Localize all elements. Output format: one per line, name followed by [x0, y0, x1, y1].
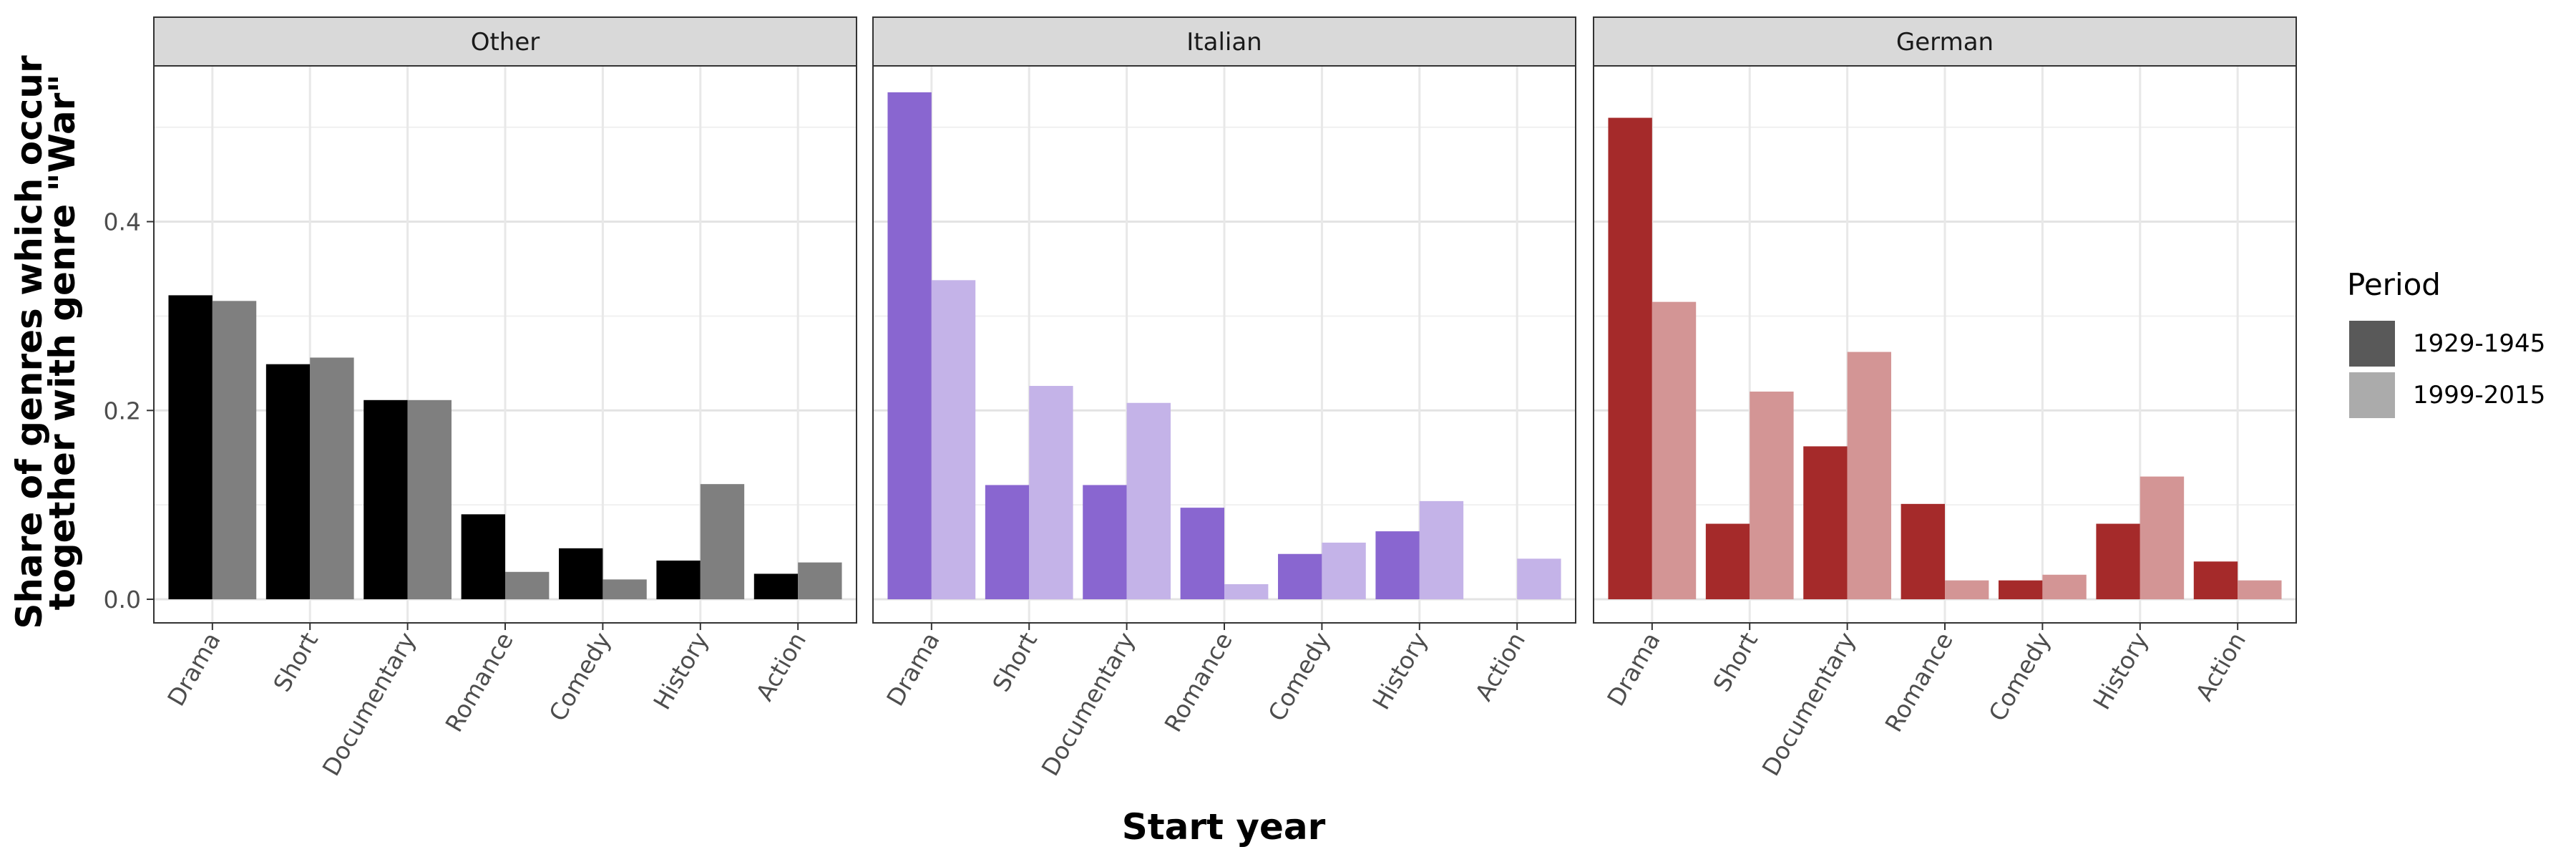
- legend-label-1929-1945: 1929-1945: [2413, 329, 2545, 358]
- bar-italian-romance-1999-2015: [1224, 583, 1269, 600]
- bar-italian-action-1999-2015: [1517, 558, 1561, 600]
- bar-german-action-1999-2015: [2238, 580, 2282, 600]
- strip-label-german: German: [1896, 28, 1994, 57]
- y-axis-title-line-1: Share of genres which occur: [9, 55, 50, 629]
- bar-german-romance-1929-1945: [1901, 503, 1945, 600]
- bar-german-history-1999-2015: [2140, 476, 2185, 600]
- bar-german-romance-1999-2015: [1945, 580, 1989, 600]
- bar-german-action-1929-1945: [2193, 561, 2238, 600]
- y-axis-title-line-2: together with genre "War": [42, 74, 83, 611]
- bar-italian-comedy-1999-2015: [1322, 542, 1366, 600]
- bar-german-comedy-1999-2015: [2042, 574, 2087, 600]
- legend: Period 1929-1945 1999-2015: [2347, 267, 2545, 418]
- bar-other-documentary-1999-2015: [407, 399, 452, 600]
- legend-title: Period: [2347, 267, 2441, 302]
- x-axis-title: Start year: [1122, 806, 1326, 848]
- bar-other-drama-1999-2015: [212, 301, 257, 600]
- bar-german-short-1929-1945: [1705, 523, 1750, 600]
- y-axis-title: Share of genres which occur together wit…: [9, 55, 83, 629]
- bar-german-short-1999-2015: [1750, 391, 1794, 600]
- legend-swatch-1999-2015: [2349, 372, 2395, 418]
- bar-other-comedy-1929-1945: [559, 548, 603, 600]
- bar-italian-short-1999-2015: [1029, 386, 1073, 600]
- bar-other-short-1929-1945: [265, 364, 311, 600]
- bar-german-comedy-1929-1945: [1999, 580, 2043, 600]
- bar-other-comedy-1999-2015: [602, 579, 647, 600]
- bar-german-drama-1999-2015: [1652, 301, 1697, 600]
- legend-swatch-1929-1945: [2349, 321, 2395, 367]
- y-axis: 0.0 0.2 0.4: [104, 208, 154, 614]
- bar-other-action-1999-2015: [798, 562, 842, 600]
- strip-german: [1593, 16, 2297, 67]
- strip-other: [153, 16, 857, 67]
- bar-italian-drama-1929-1945: [887, 92, 932, 600]
- legend-label-1999-2015: 1999-2015: [2413, 381, 2545, 410]
- bar-italian-drama-1999-2015: [931, 280, 976, 600]
- bar-italian-romance-1929-1945: [1180, 508, 1224, 600]
- y-tick-label: 0.4: [104, 208, 141, 236]
- bar-italian-history-1999-2015: [1419, 500, 1464, 600]
- bar-italian-documentary-1929-1945: [1083, 485, 1127, 600]
- bar-italian-short-1929-1945: [985, 485, 1030, 600]
- strip-label-italian: Italian: [1186, 28, 1262, 57]
- y-tick-label: 0.2: [104, 397, 141, 425]
- bar-other-drama-1929-1945: [168, 295, 213, 600]
- bar-other-romance-1999-2015: [505, 571, 550, 600]
- bar-other-history-1999-2015: [700, 484, 745, 600]
- y-tick-label: 0.0: [104, 586, 141, 614]
- strip-label-other: Other: [471, 28, 540, 57]
- bar-other-romance-1929-1945: [461, 514, 505, 600]
- bar-italian-documentary-1999-2015: [1126, 402, 1171, 600]
- bar-other-history-1929-1945: [656, 560, 701, 600]
- bar-other-documentary-1929-1945: [364, 399, 408, 600]
- strip-italian: [872, 16, 1576, 67]
- bar-other-short-1999-2015: [310, 357, 354, 600]
- bar-german-documentary-1929-1945: [1803, 446, 1848, 600]
- bar-german-history-1929-1945: [2096, 523, 2140, 600]
- bar-italian-comedy-1929-1945: [1278, 553, 1322, 600]
- bar-other-action-1929-1945: [753, 573, 799, 600]
- bar-german-documentary-1999-2015: [1847, 352, 1891, 600]
- bar-german-drama-1929-1945: [1608, 117, 1652, 600]
- bar-italian-history-1929-1945: [1375, 531, 1420, 600]
